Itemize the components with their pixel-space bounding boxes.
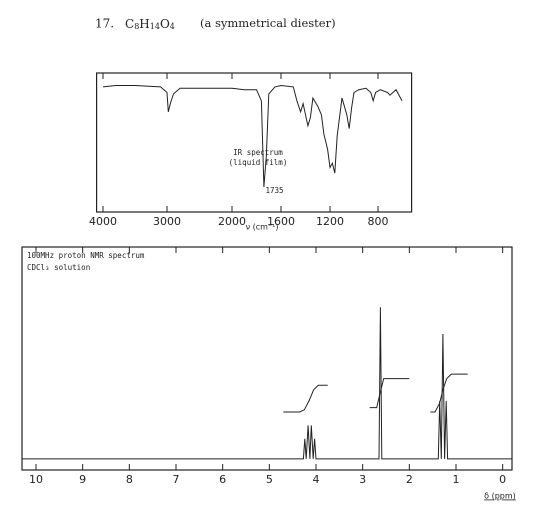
spectrum — [22, 307, 512, 460]
x-tick-label: 3 — [359, 473, 366, 486]
x-tick-label: 8 — [126, 473, 133, 486]
formula: C8H14O4 — [125, 17, 175, 32]
x-tick-label: 3000 — [153, 215, 181, 228]
x-tick-label: 800 — [368, 215, 389, 228]
x-tick-label: 5 — [266, 473, 273, 486]
formula-sub: 14 — [150, 22, 160, 31]
formula-sub: 8 — [134, 22, 139, 31]
formula-part: H — [139, 17, 149, 31]
x-tick-label: 9 — [79, 473, 86, 486]
plot-frame — [21, 246, 513, 471]
x-axis-label: δ (ppm) — [484, 492, 516, 501]
chart-title: IR spectrum — [233, 148, 283, 157]
formula-part: C — [125, 17, 134, 31]
formula-part: O — [160, 17, 170, 31]
x-tick-label: 2 — [406, 473, 413, 486]
x-tick-label: 2000 — [218, 215, 246, 228]
integral-curve — [369, 378, 410, 409]
x-tick-label: 7 — [173, 473, 180, 486]
annotation: 1735 — [265, 186, 283, 195]
chart-subtitle: CDCl₃ solution — [27, 263, 90, 272]
formula-sub: 4 — [170, 22, 175, 31]
x-tick-label: 6 — [219, 473, 226, 486]
plot-frame — [95, 72, 413, 213]
formula-note: (a symmetrical diester) — [200, 16, 336, 30]
x-tick-label: 1 — [453, 473, 460, 486]
x-tick-label: 0 — [499, 473, 506, 486]
x-tick-label: 10 — [29, 473, 43, 486]
chart-subtitle: (liquid film) — [229, 158, 288, 167]
chart-title: 100MHz proton NMR spectrum — [27, 251, 145, 260]
spectrum — [102, 84, 403, 188]
x-tick-label: 4 — [313, 473, 320, 486]
problem-number: 17. — [95, 17, 114, 31]
x-axis-label: ν (cm⁻¹) — [246, 223, 279, 232]
x-tick-label: 1600 — [267, 215, 295, 228]
integral-curve — [283, 384, 328, 413]
x-tick-label: 1200 — [316, 215, 344, 228]
x-tick-label: 4000 — [89, 215, 117, 228]
integral-curve — [430, 373, 468, 413]
